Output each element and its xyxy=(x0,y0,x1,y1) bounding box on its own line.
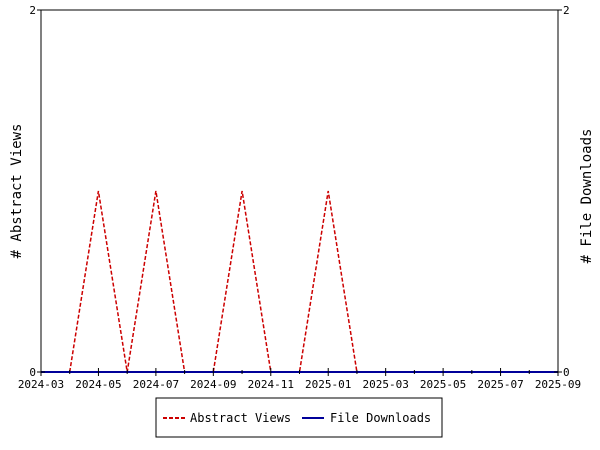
y-right-tick-label: 0 xyxy=(563,366,570,379)
x-tick-label: 2024-03 xyxy=(18,378,64,391)
y-left-tick-label: 2 xyxy=(29,4,36,17)
x-tick-label: 2025-01 xyxy=(305,378,351,391)
x-tick-label: 2024-09 xyxy=(190,378,236,391)
plot-border xyxy=(40,9,559,373)
y-axis-left: 02 xyxy=(29,4,45,379)
legend-label: File Downloads xyxy=(330,411,431,425)
y-axis-right: 02 xyxy=(554,4,570,379)
series-layer xyxy=(41,190,558,373)
plot-frame xyxy=(40,9,559,373)
y-right-tick-label: 2 xyxy=(563,4,570,17)
y-axis-left-title: # Abstract Views xyxy=(9,124,25,259)
x-tick-label: 2024-11 xyxy=(248,378,294,391)
y-left-tick-label: 0 xyxy=(29,366,36,379)
x-tick-label: 2024-07 xyxy=(133,378,179,391)
x-tick-label: 2025-05 xyxy=(420,378,466,391)
legend-label: Abstract Views xyxy=(190,411,291,425)
x-tick-label: 2025-03 xyxy=(362,378,408,391)
x-tick-label: 2025-09 xyxy=(535,378,581,391)
y-axis-right-title: # File Downloads xyxy=(579,129,595,264)
series-abstract-views-line xyxy=(68,190,358,373)
legend: Abstract Views File Downloads xyxy=(155,397,443,438)
x-axis: 2024-03 2024-05 2024-07 2024-09 2024-11 2025-… xyxy=(18,368,581,391)
x-tick-label: 2025-07 xyxy=(477,378,523,391)
x-tick-label: 2024-05 xyxy=(75,378,121,391)
legend-box xyxy=(155,397,443,438)
